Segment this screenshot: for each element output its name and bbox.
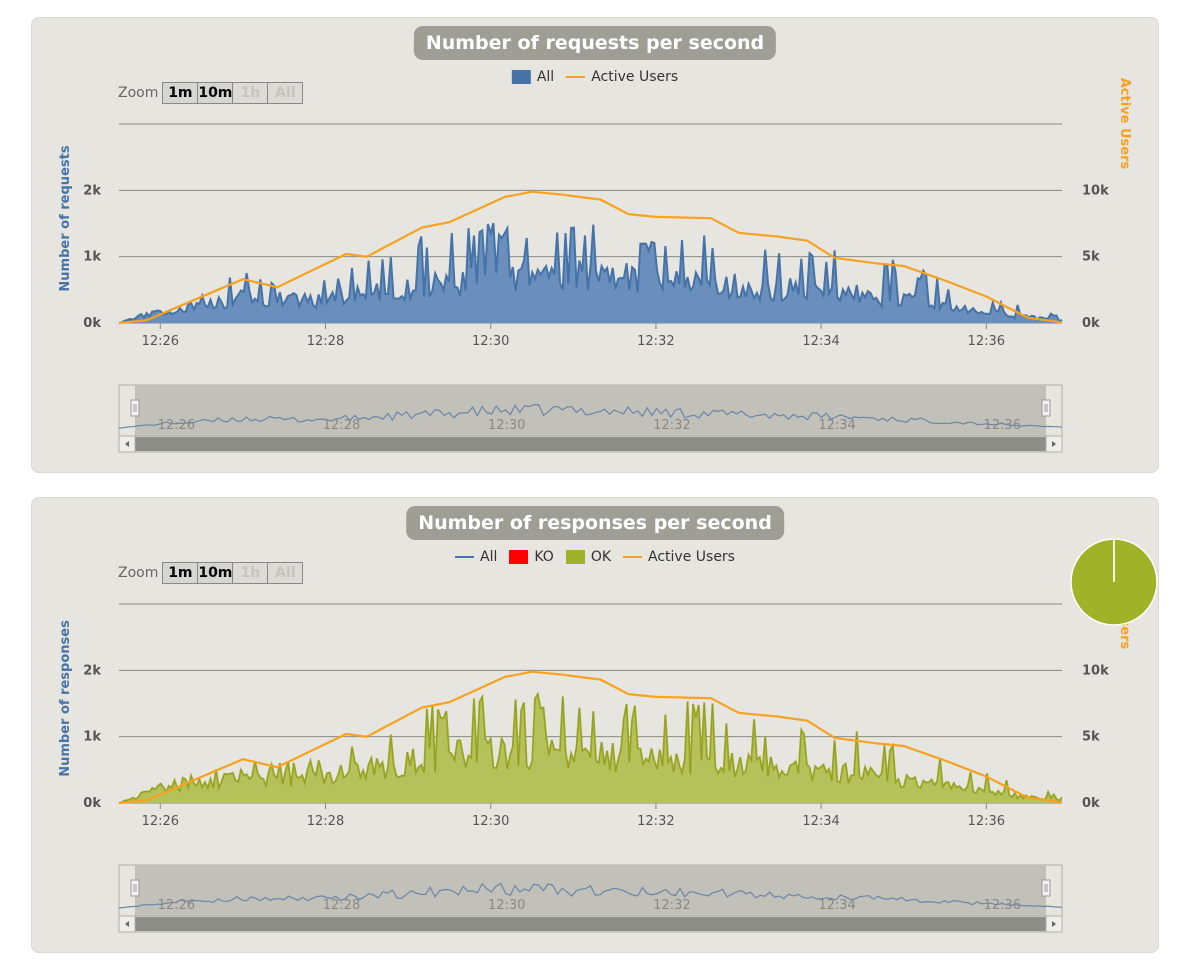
x-tick-label: 12:30 [472,814,509,829]
x-tick-label: 12:36 [968,814,1005,829]
legend-label: OK [590,549,612,565]
y-tick-label: 0k [83,796,101,811]
y2-tick-label: 10k [1082,183,1109,198]
y-tick-label: 2k [83,663,101,678]
zoom-label: Zoom [118,565,159,581]
y2-tick-label: 5k [1082,250,1100,265]
x-tick-label: 12:36 [968,334,1005,349]
zoom-10m-button[interactable]: 10m [197,82,234,104]
legend-item-all[interactable]: All [455,549,497,565]
legend-item-ok[interactable]: OK [565,549,612,565]
legend-item-active-users[interactable]: Active Users [623,549,735,565]
zoom-1m-button[interactable]: 1m [162,562,199,584]
navigator-tick-label: 12:28 [323,898,360,913]
series-line-all [118,222,1063,324]
navigator-selected-range [135,385,1046,436]
legend-label: All [480,549,498,565]
chart-legend: All KO OK Active Users [455,549,735,565]
zoom-control: Zoom 1m 10m 1h All [118,562,304,584]
chevron-left-icon [125,441,129,447]
legend-label: Active Users [591,69,679,85]
series-line-active-users [118,670,1063,805]
y2-axis-title: Active Users [1117,78,1132,170]
y2-tick-label: 10k [1082,663,1109,678]
navigator-tick-label: 12:32 [653,418,690,433]
navigator-handle [1041,879,1051,897]
navigator-handle [130,399,140,417]
legend-swatch [565,550,585,564]
chart-title: Number of requests per second [413,26,777,60]
scrollbar-thumb [135,437,1046,451]
legend-label: Active Users [648,549,735,565]
legend-swatch [511,70,531,84]
zoom-10m-button[interactable]: 10m [197,562,234,584]
legend-label: KO [534,549,554,565]
navigator-tick-label: 12:36 [984,898,1021,913]
navigator-handle [130,879,140,897]
navigator-tick-label: 12:30 [488,898,525,913]
navigator-selected-range [135,865,1046,916]
navigator-handle [1041,399,1051,417]
legend-swatch [566,76,586,78]
zoom-all-button[interactable]: All [267,562,304,584]
navigator-series-line [118,882,1063,909]
navigator-tick-label: 12:34 [818,898,855,913]
legend-item-ko[interactable]: KO [509,549,554,565]
y-tick-label: 1k [83,250,101,265]
x-tick-label: 12:26 [142,334,179,349]
requests-chart-panel: Number of requests per second All Active… [31,17,1159,473]
legend-swatch [509,550,529,564]
legend-swatch [455,556,475,558]
series-line-all [118,693,1063,804]
x-tick-label: 12:28 [307,334,344,349]
x-tick-label: 12:28 [307,814,344,829]
legend-item-all[interactable]: All [511,69,555,85]
x-tick-label: 12:30 [472,334,509,349]
y2-tick-label: 5k [1082,730,1100,745]
zoom-label: Zoom [118,85,159,101]
navigator-tick-label: 12:30 [488,418,525,433]
navigator-tick-label: 12:26 [158,898,195,913]
chevron-right-icon [1052,441,1056,447]
requests-chart: 0k 1k 2k 0k 5k 10k Number of requests Active Us… [58,78,1132,453]
x-tick-label: 12:34 [802,334,839,349]
x-tick-label: 12:26 [142,814,179,829]
y2-tick-label: 0k [1082,316,1100,331]
navigator-tick-label: 12:28 [323,418,360,433]
navigator-series-line [118,403,1063,429]
y-tick-label: 1k [83,730,101,745]
responses-chart-panel: Number of responses per second All KO OK… [31,497,1159,953]
chart-legend: All Active Users [511,69,678,85]
legend-swatch [623,556,643,558]
series-line-active-users [118,190,1063,325]
y2-tick-label: 0k [1082,796,1100,811]
navigator-tick-label: 12:32 [653,898,690,913]
zoom-all-button[interactable]: All [267,82,304,104]
scrollbar-thumb [135,917,1046,931]
navigator-tick-label: 12:36 [984,418,1021,433]
x-tick-label: 12:34 [802,814,839,829]
y-axis-title: Number of requests [58,145,73,291]
navigator-tick-label: 12:26 [158,418,195,433]
legend-label: All [536,69,555,85]
chevron-left-icon [125,921,129,927]
series-area-ok [119,694,1062,803]
legend-item-active-users[interactable]: Active Users [566,69,678,85]
chevron-right-icon [1052,921,1056,927]
navigator-tick-label: 12:34 [818,418,855,433]
y-axis-title: Number of responses [58,620,73,777]
x-tick-label: 12:32 [637,814,674,829]
zoom-control: Zoom 1m 10m 1h All [118,82,304,104]
y-tick-label: 2k [83,183,101,198]
y-tick-label: 0k [83,316,101,331]
chart-title: Number of responses per second [406,506,784,540]
x-tick-label: 12:32 [637,334,674,349]
ok-ko-pie-chart [1070,538,1158,626]
